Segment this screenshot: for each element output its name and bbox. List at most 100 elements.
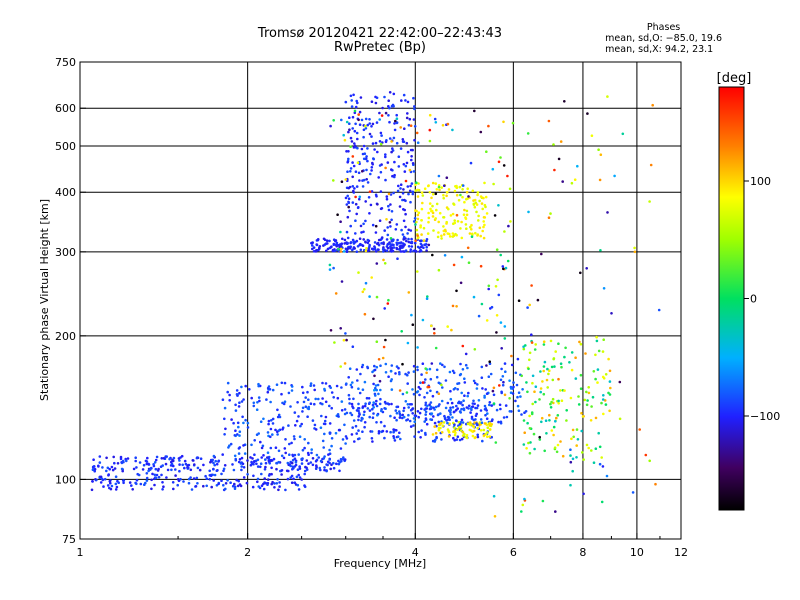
scatter-point (406, 403, 410, 406)
scatter-point (412, 392, 416, 396)
scatter-point (361, 152, 365, 156)
scatter-point (582, 492, 585, 496)
scatter-point (319, 426, 323, 430)
scatter-point (539, 387, 543, 390)
phases-title: Phases (646, 22, 681, 33)
scatter-point (437, 268, 441, 272)
scatter-point (303, 469, 307, 473)
scatter-point (344, 332, 347, 335)
scatter-point (333, 249, 337, 253)
scatter-point (329, 386, 333, 390)
scatter-point (304, 396, 308, 399)
scatter-point (242, 466, 246, 469)
scatter-point (339, 220, 342, 223)
scatter-point (154, 467, 158, 471)
scatter-point (377, 176, 381, 179)
scatter-point (292, 477, 295, 481)
scatter-point (473, 402, 476, 406)
scatter-point (396, 189, 400, 193)
scatter-point (309, 382, 313, 385)
scatter-point (151, 472, 154, 476)
scatter-point (311, 457, 315, 460)
scatter-point (328, 422, 332, 425)
scatter-point (519, 395, 522, 398)
scatter-point (473, 348, 477, 351)
scatter-point (342, 250, 346, 253)
scatter-point (591, 395, 595, 399)
scatter-point (362, 222, 365, 226)
scatter-point (250, 396, 253, 400)
scatter-point (157, 475, 161, 479)
scatter-point (553, 365, 556, 368)
scatter-point (323, 387, 326, 391)
scatter-point (460, 418, 464, 422)
scatter-point (385, 430, 389, 433)
scatter-point (525, 381, 528, 384)
scatter-point (142, 463, 146, 467)
scatter-point (416, 217, 420, 221)
scatter-point (343, 238, 347, 242)
scatter-point (592, 370, 596, 373)
scatter-point (202, 484, 205, 488)
scatter-point (352, 419, 356, 422)
scatter-point (346, 160, 350, 164)
scatter-point (119, 457, 123, 461)
scatter-point (221, 398, 225, 402)
scatter-point (459, 193, 462, 197)
scatter-point (499, 378, 503, 382)
scatter-point (407, 413, 410, 417)
scatter-point (363, 425, 366, 429)
scatter-point (231, 463, 234, 466)
scatter-point (389, 245, 392, 249)
scatter-point (411, 192, 415, 196)
scatter-point (412, 424, 415, 427)
scatter-point (481, 229, 485, 233)
scatter-point (487, 284, 491, 288)
scatter-point (389, 370, 393, 373)
scatter-point (459, 411, 463, 414)
scatter-point (446, 428, 450, 431)
scatter-point (480, 376, 484, 380)
scatter-point (413, 105, 416, 108)
scatter-point (267, 474, 271, 477)
scatter-point (412, 370, 416, 373)
scatter-point (528, 351, 532, 355)
scatter-point (559, 389, 562, 392)
scatter-point (402, 140, 406, 143)
scatter-point (157, 467, 160, 471)
scatter-point (431, 204, 434, 208)
scatter-point (361, 405, 365, 408)
scatter-point (463, 394, 466, 398)
scatter-point (390, 140, 393, 143)
scatter-point (355, 131, 359, 135)
scatter-point (437, 220, 441, 224)
scatter-point (464, 363, 468, 367)
scatter-point (402, 163, 406, 166)
scatter-point (223, 417, 226, 421)
scatter-point (378, 164, 382, 167)
scatter-point (465, 197, 468, 201)
scatter-point (601, 350, 605, 353)
scatter-point (224, 487, 227, 491)
scatter-point (474, 436, 477, 439)
scatter-point (108, 479, 112, 483)
scatter-point (269, 435, 272, 439)
phases-o-line: mean, sd,O: −85.0, 19.6 (605, 33, 722, 44)
scatter-point (300, 422, 304, 426)
scatter-point (414, 223, 417, 226)
scatter-point (325, 239, 329, 242)
scatter-point (409, 408, 413, 412)
scatter-point (275, 461, 279, 465)
scatter-point (344, 100, 348, 104)
scatter-point (357, 402, 360, 406)
scatter-point (365, 178, 369, 181)
scatter-point (497, 204, 500, 207)
scatter-point (449, 397, 453, 401)
scatter-point (429, 418, 432, 421)
scatter-point (575, 456, 578, 459)
scatter-point (392, 435, 395, 438)
scatter-point (366, 241, 370, 245)
scatter-point (354, 219, 357, 222)
scatter-point (512, 385, 515, 389)
scatter-point (116, 462, 120, 465)
